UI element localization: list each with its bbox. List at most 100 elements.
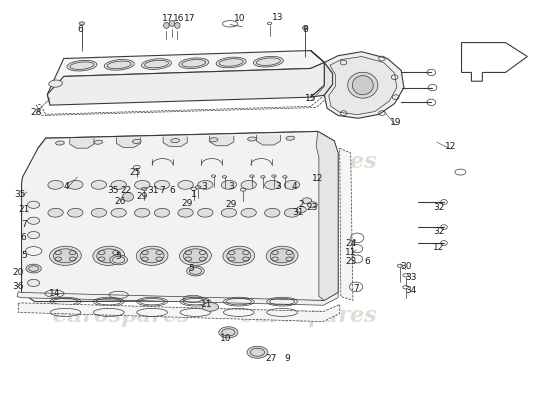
Ellipse shape [94,140,103,144]
Text: 28: 28 [31,108,42,117]
Text: 2: 2 [299,200,304,209]
Ellipse shape [50,246,81,265]
Ellipse shape [284,180,300,189]
Ellipse shape [178,208,193,217]
Ellipse shape [197,208,213,217]
Ellipse shape [135,208,150,217]
Ellipse shape [174,22,180,28]
Ellipse shape [348,72,378,98]
Text: 1: 1 [191,190,197,198]
Ellipse shape [254,56,283,67]
Ellipse shape [241,208,256,217]
Text: 24: 24 [345,238,356,248]
Ellipse shape [247,346,268,358]
Text: 36: 36 [13,282,24,291]
Text: 33: 33 [405,273,417,282]
Text: 21: 21 [18,206,29,214]
Ellipse shape [183,249,207,263]
Ellipse shape [56,141,64,145]
Text: 30: 30 [400,262,411,272]
Polygon shape [316,132,338,300]
Ellipse shape [135,180,150,189]
Ellipse shape [307,202,317,208]
Text: 8: 8 [302,25,308,34]
Ellipse shape [169,20,174,26]
Ellipse shape [186,266,204,276]
Text: 6: 6 [78,25,83,34]
Polygon shape [18,303,340,322]
Text: 15: 15 [305,94,316,103]
Text: 25: 25 [129,168,141,176]
Text: 29: 29 [182,200,193,208]
Ellipse shape [164,22,169,28]
Ellipse shape [219,327,238,338]
Text: 12: 12 [433,242,444,252]
Text: 17: 17 [162,14,174,23]
Ellipse shape [178,180,193,189]
Ellipse shape [68,180,83,189]
Text: 35: 35 [107,186,119,194]
Ellipse shape [284,208,300,217]
Polygon shape [329,56,397,115]
Ellipse shape [286,136,295,140]
Ellipse shape [28,217,40,224]
Text: 17: 17 [184,14,196,23]
Text: 7: 7 [353,284,359,293]
Text: 29: 29 [226,200,237,209]
Text: 3: 3 [228,182,234,190]
Text: 12: 12 [312,174,323,183]
Ellipse shape [216,57,246,68]
Polygon shape [339,148,353,300]
Text: 23: 23 [345,257,356,266]
Ellipse shape [28,201,40,208]
Ellipse shape [155,208,169,217]
Text: 10: 10 [220,334,232,343]
Polygon shape [256,135,280,145]
Text: 9: 9 [284,354,290,363]
Text: 5: 5 [116,252,122,261]
Text: 3: 3 [275,182,280,190]
Polygon shape [210,136,234,146]
Ellipse shape [49,80,62,87]
Ellipse shape [140,249,164,263]
Text: 31: 31 [292,208,304,217]
Text: 20: 20 [13,268,24,277]
Text: 7: 7 [160,186,166,194]
Polygon shape [38,132,334,152]
Text: 14: 14 [49,289,60,298]
Ellipse shape [111,180,126,189]
Polygon shape [47,50,324,105]
Ellipse shape [111,208,126,217]
Ellipse shape [265,180,280,189]
Text: 32: 32 [433,226,444,236]
Text: 29: 29 [136,192,148,201]
Text: 31: 31 [147,186,159,194]
Text: 10: 10 [234,14,245,23]
Polygon shape [117,138,141,147]
Polygon shape [21,132,338,302]
Ellipse shape [28,265,40,272]
Ellipse shape [93,246,125,265]
Polygon shape [311,50,333,97]
Ellipse shape [221,180,236,189]
Ellipse shape [28,279,40,286]
Text: 4: 4 [292,182,297,190]
Ellipse shape [97,249,121,263]
Ellipse shape [302,26,308,29]
Text: 5: 5 [189,264,195,273]
Text: 6: 6 [364,257,370,266]
Text: 16: 16 [173,14,185,23]
Text: 7: 7 [21,220,26,229]
Ellipse shape [296,206,306,212]
Text: 32: 32 [433,203,444,212]
Polygon shape [324,52,404,118]
Ellipse shape [202,302,218,311]
Text: 23: 23 [306,203,318,212]
Ellipse shape [209,138,218,142]
Text: 13: 13 [272,13,283,22]
Ellipse shape [79,22,85,25]
Text: 5: 5 [21,250,26,260]
Ellipse shape [227,249,251,263]
Ellipse shape [67,60,97,71]
Text: 6: 6 [169,186,175,194]
